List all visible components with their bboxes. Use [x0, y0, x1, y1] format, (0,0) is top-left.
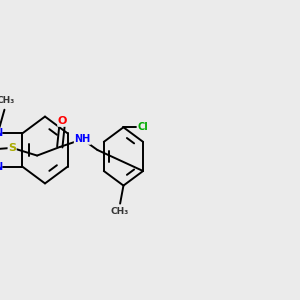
Text: N: N [0, 128, 2, 138]
Text: N: N [0, 162, 2, 172]
Text: CH₃: CH₃ [111, 207, 129, 216]
Text: O: O [58, 116, 67, 126]
Text: Cl: Cl [137, 122, 148, 132]
Text: CH₃: CH₃ [0, 96, 15, 105]
Text: S: S [8, 143, 16, 153]
Text: NH: NH [74, 134, 91, 144]
